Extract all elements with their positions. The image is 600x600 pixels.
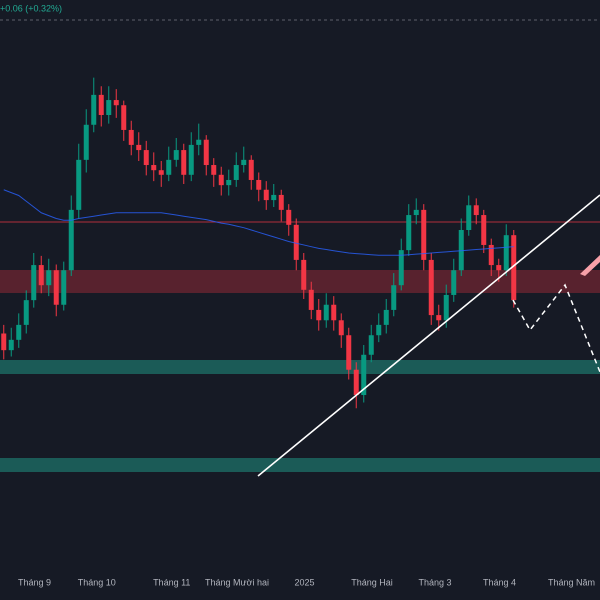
x-tick-label: Tháng 3 bbox=[418, 577, 451, 587]
candle-body bbox=[23, 300, 29, 325]
x-tick-label: Tháng Năm bbox=[548, 577, 595, 587]
candle-body bbox=[503, 235, 509, 271]
candle-body bbox=[256, 179, 262, 190]
x-tick-label: Tháng 11 bbox=[153, 577, 190, 587]
support-zone bbox=[0, 458, 600, 472]
candles bbox=[1, 77, 517, 409]
candle-body bbox=[293, 224, 299, 260]
candle-body bbox=[346, 335, 352, 370]
header-change: +0.06 (+0.32%) bbox=[0, 3, 62, 13]
candle-body bbox=[136, 144, 142, 151]
candle-body bbox=[338, 320, 344, 336]
arrow bbox=[580, 255, 600, 276]
candle-body bbox=[196, 139, 202, 145]
candle-body bbox=[331, 304, 337, 321]
candle-body bbox=[271, 194, 277, 201]
candle-body bbox=[488, 244, 494, 266]
candle-body bbox=[511, 235, 517, 301]
candle-body bbox=[376, 324, 382, 336]
candle-body bbox=[46, 270, 52, 286]
candle-body bbox=[278, 194, 284, 210]
candle-body bbox=[181, 150, 187, 175]
candle-body bbox=[391, 285, 397, 310]
projection bbox=[512, 283, 600, 373]
x-tick-label: Tháng 9 bbox=[18, 577, 51, 587]
candle-body bbox=[436, 315, 442, 321]
candle-body bbox=[166, 159, 172, 175]
x-tick-label: 2025 bbox=[294, 577, 314, 587]
candle-body bbox=[263, 189, 269, 201]
candle-body bbox=[481, 215, 487, 245]
candle-body bbox=[368, 335, 374, 355]
candle-body bbox=[398, 250, 404, 286]
trend-line bbox=[257, 194, 600, 477]
candle-body bbox=[443, 294, 449, 321]
candle-body bbox=[473, 205, 479, 216]
candle-body bbox=[8, 339, 14, 351]
x-tick-label: Tháng 10 bbox=[78, 577, 116, 587]
candle-body bbox=[218, 174, 224, 186]
moving-average bbox=[3, 189, 514, 256]
candle-body bbox=[406, 215, 412, 251]
candle-body bbox=[98, 94, 104, 115]
candle-body bbox=[428, 259, 434, 316]
candle-body bbox=[1, 333, 7, 351]
candle-body bbox=[458, 230, 464, 271]
candle-body bbox=[68, 209, 74, 271]
candle-body bbox=[413, 209, 419, 216]
candle-body bbox=[113, 100, 119, 106]
candle-body bbox=[53, 270, 59, 305]
x-tick-label: Tháng Mười hai bbox=[205, 577, 269, 587]
candle-body bbox=[286, 209, 292, 225]
x-tick-label: Tháng 4 bbox=[483, 577, 516, 587]
candle-body bbox=[323, 304, 329, 321]
candle-body bbox=[76, 159, 82, 210]
candle-body bbox=[128, 129, 134, 145]
candle-body bbox=[421, 209, 427, 260]
candle-body bbox=[383, 309, 389, 325]
candle-body bbox=[353, 369, 359, 396]
candle-body bbox=[91, 94, 97, 125]
resistance-zone bbox=[0, 270, 600, 293]
candle-body bbox=[496, 265, 502, 271]
candle-body bbox=[316, 309, 322, 321]
candle-body bbox=[203, 139, 209, 166]
candle-body bbox=[121, 105, 127, 130]
support-zone bbox=[0, 360, 600, 374]
candle-body bbox=[233, 165, 239, 180]
candle-body bbox=[188, 144, 194, 175]
candle-body bbox=[241, 159, 247, 166]
candle-body bbox=[173, 150, 179, 160]
candle-body bbox=[106, 100, 112, 115]
candle-body bbox=[83, 124, 89, 160]
candle-body bbox=[16, 324, 22, 340]
candle-body bbox=[31, 265, 37, 301]
candle-body bbox=[466, 205, 472, 230]
candle-body bbox=[361, 354, 367, 396]
candle-body bbox=[143, 150, 149, 166]
x-tick-label: Tháng Hai bbox=[351, 577, 393, 587]
candle-body bbox=[248, 159, 254, 180]
candle-body bbox=[211, 165, 217, 175]
candle-body bbox=[451, 270, 457, 295]
candle-body bbox=[301, 259, 307, 290]
candle-body bbox=[158, 170, 164, 175]
candle-body bbox=[38, 265, 44, 286]
candle-body bbox=[61, 270, 67, 305]
candle-body bbox=[151, 165, 157, 171]
candle-body bbox=[308, 289, 314, 310]
candle-body bbox=[226, 179, 232, 186]
